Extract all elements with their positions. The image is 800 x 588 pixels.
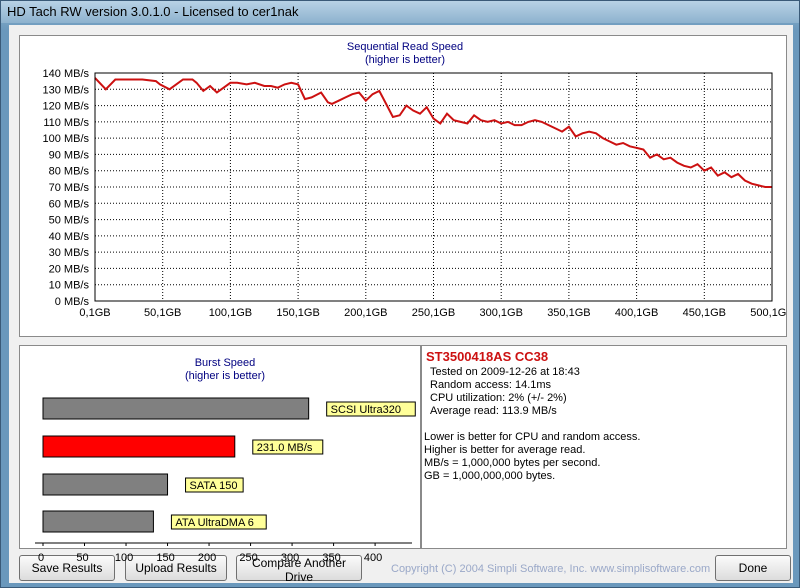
x-tick-label: 0,1GB [79, 307, 110, 319]
burst-x-tick-labels: 0 50 100 150 200 250 300 350 400 [18, 552, 428, 566]
random-access-value: Random access: 14.1ms [430, 379, 552, 391]
y-tick-label: 20 MB/s [49, 263, 90, 275]
burst-x-tick-label: 250 [239, 552, 258, 564]
average-read-value: Average read: 113.9 MB/s [430, 405, 557, 417]
burst-speed-panel: Burst Speed (higher is better) SCSI Ultr… [19, 345, 421, 549]
x-tick-label: 400,1GB [615, 307, 658, 319]
info-note: MB/s = 1,000,000 bytes per second. [424, 457, 601, 469]
window-title: HD Tach RW version 3.0.1.0 - Licensed to… [7, 4, 299, 19]
x-tick-label: 500,1GB [750, 307, 786, 319]
chart-title: Sequential Read Speed [347, 41, 463, 53]
done-button[interactable]: Done [715, 555, 791, 581]
y-tick-label: 80 MB/s [49, 166, 90, 178]
burst-x-tick-label: 50 [76, 552, 89, 564]
read-speed-line [94, 77, 772, 188]
y-tick-label: 40 MB/s [49, 231, 90, 243]
sequential-read-panel: Sequential Read Speed (higher is better)… [19, 35, 794, 337]
burst-bar [42, 397, 310, 420]
bar-label-box [326, 401, 416, 417]
cpu-utilization-value: CPU utilization: 2% (+/- 2%) [430, 392, 567, 404]
info-note: GB = 1,000,000,000 bytes. [424, 470, 556, 482]
x-tick-label: 50,1GB [144, 307, 181, 319]
client-area: Sequential Read Speed (higher is better)… [9, 25, 794, 584]
burst-title: Burst Speed [195, 357, 256, 369]
y-tick-label: 70 MB/s [49, 182, 90, 194]
y-tick-label: 30 MB/s [49, 247, 90, 259]
info-note: Lower is better for CPU and random acces… [424, 431, 641, 443]
burst-bar [42, 473, 169, 496]
y-tick-label: 50 MB/s [49, 215, 90, 227]
save-results-button[interactable]: Save Results [19, 555, 115, 581]
drive-model: ST3500418AS CC38 [426, 349, 549, 364]
burst-x-tick-label: 400 [363, 552, 383, 564]
y-tick-label: 120 MB/s [43, 101, 90, 113]
title-bar[interactable]: HD Tach RW version 3.0.1.0 - Licensed to… [1, 1, 799, 23]
x-tick-label: 150,1GB [276, 307, 319, 319]
y-tick-label: 110 MB/s [43, 117, 89, 129]
burst-x-tick-label: 200 [197, 552, 217, 564]
burst-x-tick-label: 300 [280, 552, 300, 564]
tested-date: Tested on 2009-12-26 at 18:43 [430, 366, 580, 378]
burst-speed-chart: Burst Speed (higher is better) SCSI Ultr… [35, 357, 416, 546]
sequential-read-chart: Sequential Read Speed (higher is better)… [43, 41, 794, 319]
burst-subtitle: (higher is better) [185, 370, 265, 382]
bar-label-box [170, 514, 267, 530]
y-tick-label: 130 MB/s [43, 84, 90, 96]
burst-x-tick-label: 150 [156, 552, 175, 564]
y-tick-label: 100 MB/s [43, 133, 90, 145]
x-tick-label: 200,1GB [344, 307, 387, 319]
results-info-panel: ST3500418AS CC38 Tested on 2009-12-26 at… [421, 345, 787, 549]
bar-label: SCSI Ultra320 [331, 404, 401, 416]
burst-x-tick-label: 100 [114, 552, 134, 564]
x-tick-label: 300,1GB [479, 307, 522, 319]
info-note: Higher is better for average read. [424, 444, 586, 456]
x-tick-label: 450,1GB [683, 307, 726, 319]
y-tick-label: 60 MB/s [49, 198, 90, 210]
bar-label-box [252, 439, 324, 455]
burst-x-tick-label: 0 [37, 552, 45, 564]
y-tick-label: 10 MB/s [49, 280, 90, 292]
bar-label: ATA UltraDMA 6 [175, 517, 253, 529]
bar-label: 231.0 MB/s [257, 442, 313, 454]
burst-x-tick-label: 350 [322, 552, 341, 564]
y-tick-label: 90 MB/s [49, 149, 90, 161]
x-tick-label: 350,1GB [547, 307, 590, 319]
x-tick-label: 250,1GB [412, 307, 455, 319]
copyright-text[interactable]: Copyright (C) 2004 Simpli Software, Inc.… [391, 563, 711, 575]
y-tick-label: 0 MB/s [55, 296, 90, 308]
bar-label: SATA 150 [190, 480, 238, 492]
bar-label-box [185, 477, 244, 493]
burst-bar [42, 510, 154, 533]
plot-frame [94, 72, 773, 302]
upload-results-button[interactable]: Upload Results [125, 555, 227, 581]
chart-subtitle: (higher is better) [365, 54, 445, 66]
y-tick-label: 140 MB/s [43, 68, 90, 80]
x-tick-label: 100,1GB [209, 307, 252, 319]
burst-bar [42, 435, 236, 458]
compare-drive-button[interactable]: Compare Another Drive [236, 555, 362, 584]
